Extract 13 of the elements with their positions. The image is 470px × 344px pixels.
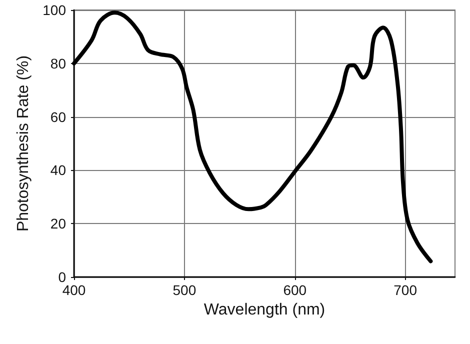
y-tick-label: 20 [50,216,66,232]
x-tick-label: 600 [283,282,307,298]
x-tick-label: 700 [394,282,418,298]
y-tick-label: 40 [50,162,66,178]
x-axis-title: Wavelength (nm) [204,301,326,318]
y-tick-label: 100 [42,2,66,18]
y-axis-title: Photosynthesis Rate (%) [15,55,32,232]
line-series [72,10,433,264]
x-tick-label: 400 [62,282,86,298]
x-tick-label: 500 [172,282,196,298]
y-tick-label: 60 [50,108,66,125]
y-tick-label: 80 [50,55,66,72]
y-tick-label: 0 [58,269,66,285]
